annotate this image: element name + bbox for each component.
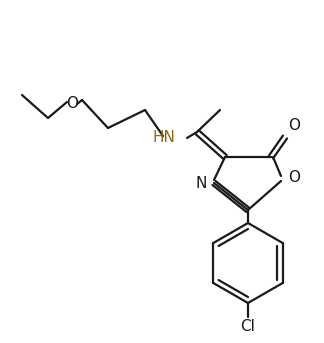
Text: O: O [66,96,78,111]
Text: N: N [196,176,207,190]
Text: Cl: Cl [240,319,255,334]
Text: O: O [288,118,300,133]
Text: O: O [288,170,300,186]
Text: HN: HN [152,130,175,145]
